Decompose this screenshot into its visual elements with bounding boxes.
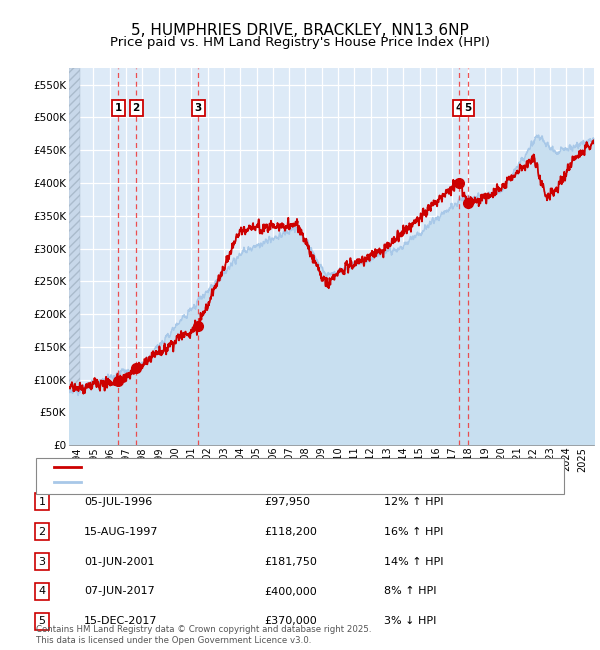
- Text: 8% ↑ HPI: 8% ↑ HPI: [384, 586, 437, 597]
- Text: 3: 3: [38, 556, 46, 567]
- Text: Contains HM Land Registry data © Crown copyright and database right 2025.
This d: Contains HM Land Registry data © Crown c…: [36, 625, 371, 645]
- Text: 5, HUMPHRIES DRIVE, BRACKLEY, NN13 6NP (detached house): 5, HUMPHRIES DRIVE, BRACKLEY, NN13 6NP (…: [84, 462, 425, 473]
- Text: 1: 1: [115, 103, 122, 113]
- Text: 5: 5: [38, 616, 46, 627]
- Text: 4: 4: [38, 586, 46, 597]
- Text: 2: 2: [133, 103, 140, 113]
- Text: 3: 3: [194, 103, 202, 113]
- Text: £181,750: £181,750: [264, 556, 317, 567]
- Text: 16% ↑ HPI: 16% ↑ HPI: [384, 526, 443, 537]
- Text: 15-AUG-1997: 15-AUG-1997: [84, 526, 158, 537]
- Text: Price paid vs. HM Land Registry's House Price Index (HPI): Price paid vs. HM Land Registry's House …: [110, 36, 490, 49]
- Text: 5: 5: [464, 103, 471, 113]
- Text: 4: 4: [455, 103, 463, 113]
- Text: 1: 1: [38, 497, 46, 507]
- Text: 2: 2: [38, 526, 46, 537]
- Text: 07-JUN-2017: 07-JUN-2017: [84, 586, 155, 597]
- Text: 5, HUMPHRIES DRIVE, BRACKLEY, NN13 6NP: 5, HUMPHRIES DRIVE, BRACKLEY, NN13 6NP: [131, 23, 469, 38]
- Text: £97,950: £97,950: [264, 497, 310, 507]
- Text: 3% ↓ HPI: 3% ↓ HPI: [384, 616, 436, 627]
- Text: 12% ↑ HPI: 12% ↑ HPI: [384, 497, 443, 507]
- Text: £400,000: £400,000: [264, 586, 317, 597]
- Text: 15-DEC-2017: 15-DEC-2017: [84, 616, 157, 627]
- Text: 05-JUL-1996: 05-JUL-1996: [84, 497, 152, 507]
- Text: 14% ↑ HPI: 14% ↑ HPI: [384, 556, 443, 567]
- Text: £118,200: £118,200: [264, 526, 317, 537]
- Text: £370,000: £370,000: [264, 616, 317, 627]
- Text: 01-JUN-2001: 01-JUN-2001: [84, 556, 155, 567]
- Text: HPI: Average price, detached house, West Northamptonshire: HPI: Average price, detached house, West…: [84, 476, 416, 487]
